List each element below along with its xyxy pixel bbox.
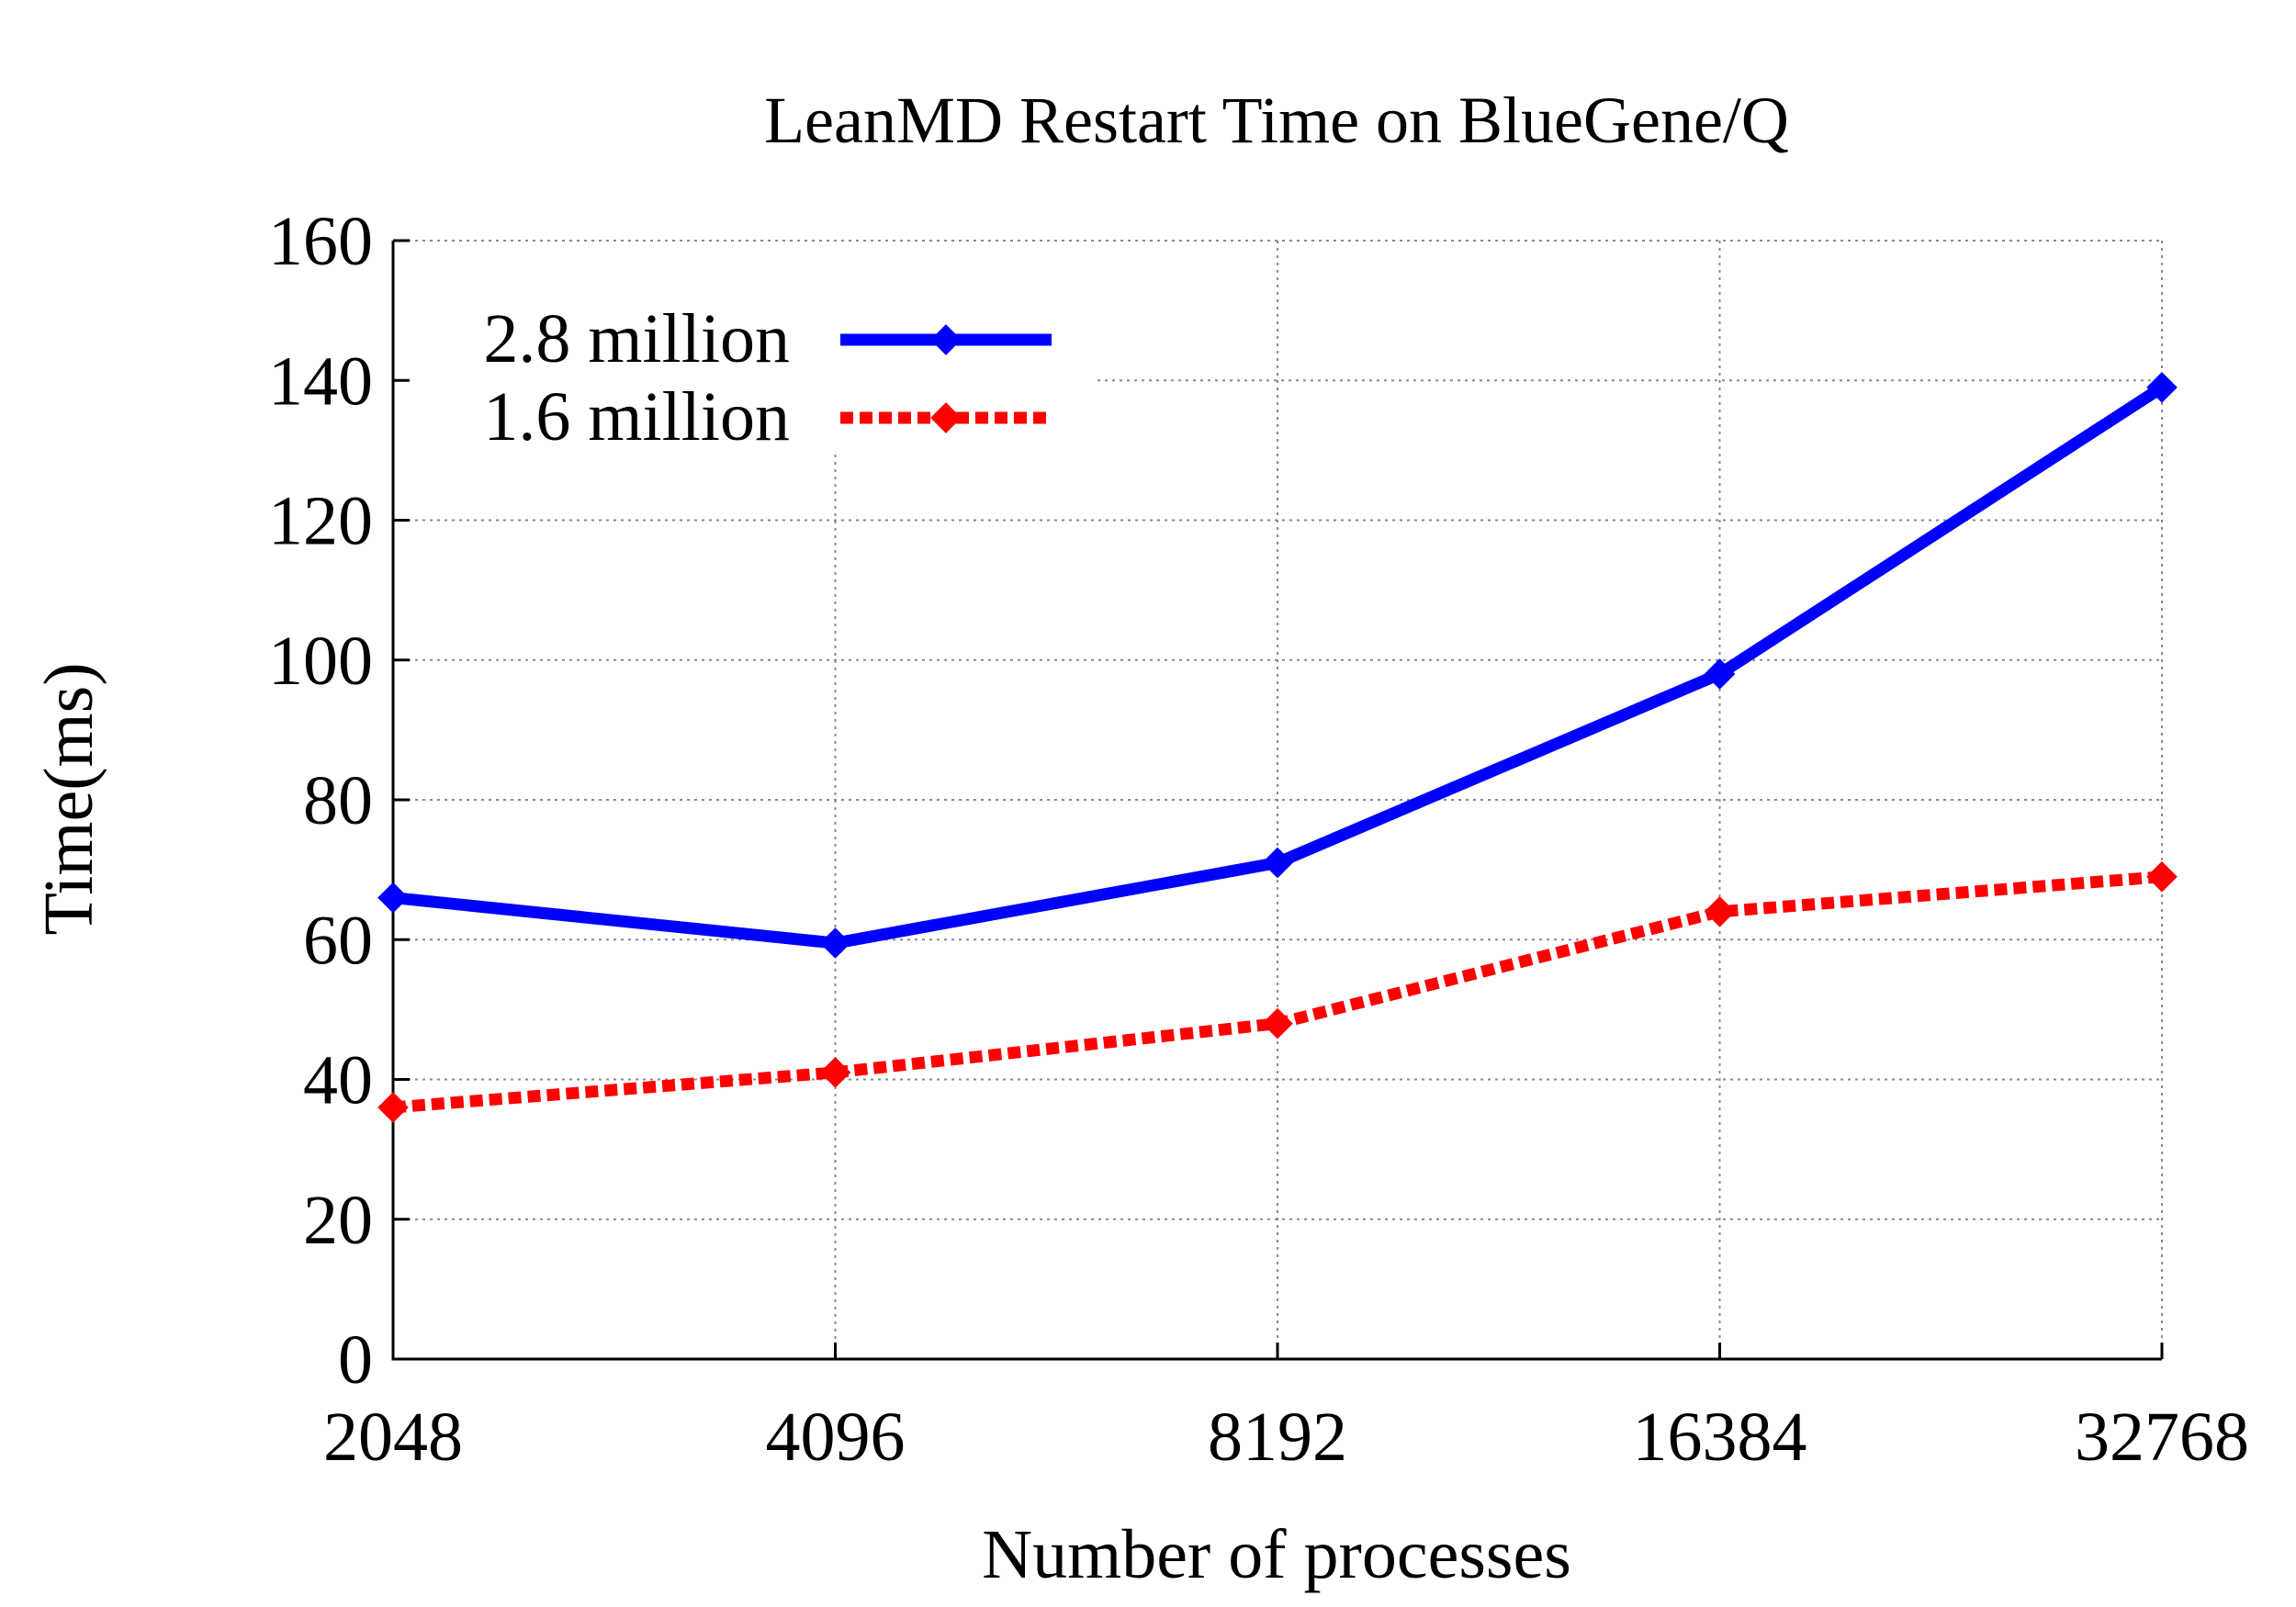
data-point-marker <box>1704 895 1736 927</box>
y-tick-label: 60 <box>303 902 373 979</box>
y-tick-label: 80 <box>303 762 373 839</box>
y-tick-label: 120 <box>268 483 373 560</box>
legend-marker <box>930 402 962 433</box>
y-tick-label: 0 <box>338 1321 373 1399</box>
y-tick-label: 20 <box>303 1182 373 1259</box>
y-tick-label: 100 <box>268 623 373 700</box>
data-point-marker <box>819 1057 851 1088</box>
x-tick-label: 16384 <box>1633 1399 1807 1476</box>
x-tick-label: 8192 <box>1208 1399 1347 1476</box>
data-point-marker <box>819 927 851 959</box>
data-point-marker <box>377 882 409 914</box>
legend-label-2: 1.6 million <box>483 378 790 455</box>
data-point-marker <box>1262 847 1293 879</box>
legend-label-1: 2.8 million <box>483 300 790 377</box>
y-tick-label: 160 <box>268 203 373 280</box>
grid <box>393 240 2163 1359</box>
data-point-marker <box>1262 1007 1293 1039</box>
chart-title: LeanMD Restart Time on BlueGene/Q <box>764 84 1789 157</box>
x-tick-label: 32768 <box>2075 1399 2249 1476</box>
series-lines <box>377 372 2178 1123</box>
data-point-marker <box>2146 372 2178 403</box>
y-tick-label: 40 <box>303 1042 373 1119</box>
data-point-marker <box>377 1092 409 1123</box>
x-axis-label: Number of processes <box>982 1516 1571 1593</box>
data-point-marker <box>1704 658 1736 690</box>
y-tick-label: 140 <box>268 343 373 420</box>
y-axis-ticks: 0 20 40 60 80 100 120 140 160 <box>268 203 410 1399</box>
x-tick-label: 2048 <box>323 1399 463 1476</box>
y-axis-label: Time(ms) <box>30 662 107 935</box>
x-axis-ticks: 2048 4096 8192 16384 32768 <box>323 1343 2249 1476</box>
legend-marker <box>930 324 962 355</box>
data-point-marker <box>2146 860 2178 893</box>
x-tick-label: 4096 <box>766 1399 906 1476</box>
